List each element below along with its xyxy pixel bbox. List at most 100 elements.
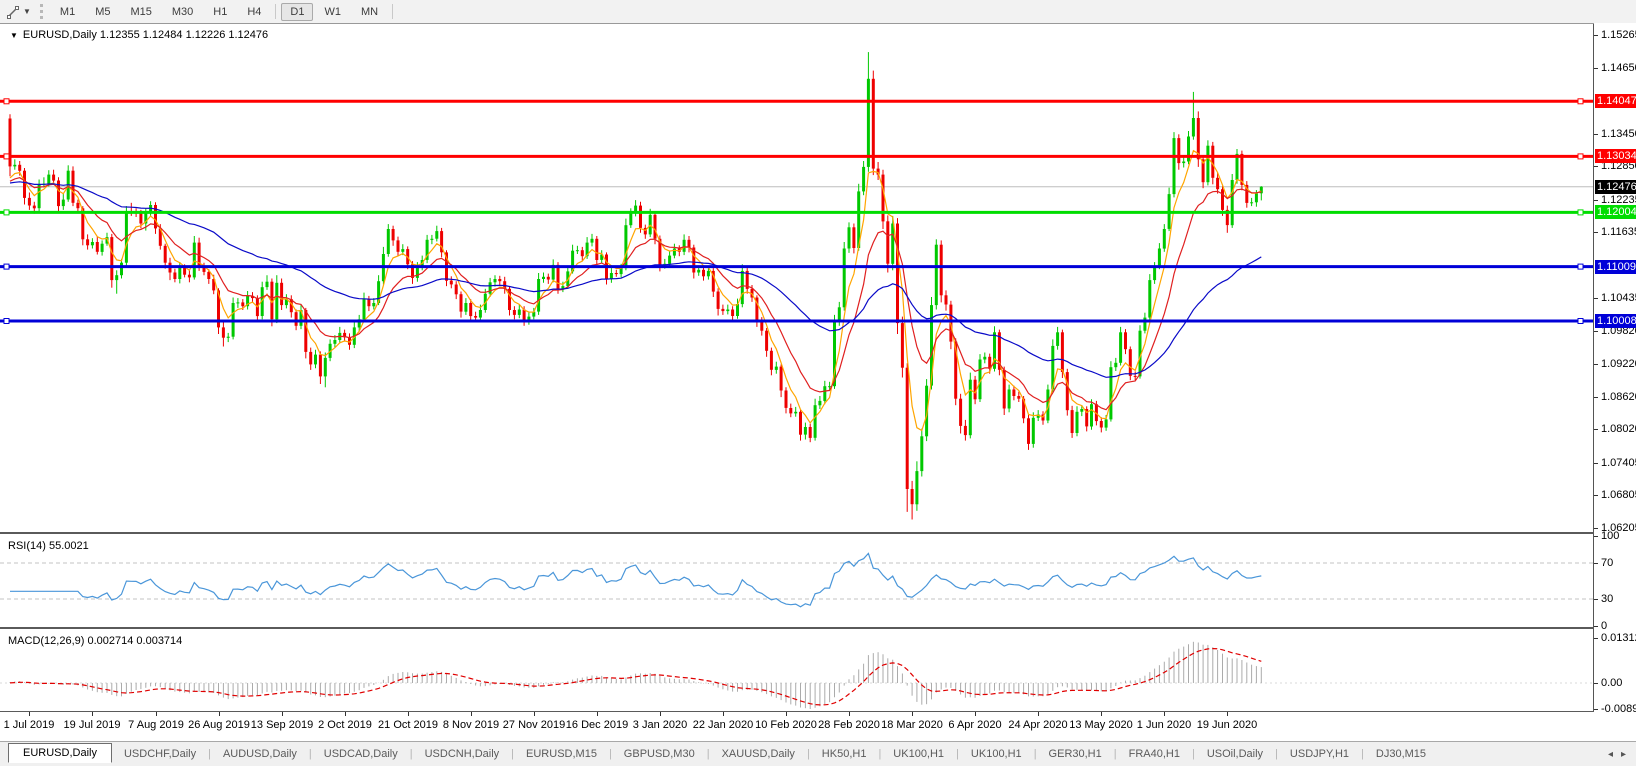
hline-price-badge: 1.12004 <box>1595 205 1636 220</box>
date-label: 3 Jan 2020 <box>632 719 688 731</box>
timeframe-button-m5[interactable]: M5 <box>95 5 111 18</box>
timeframe-button-mn[interactable]: MN <box>360 5 379 18</box>
tab-separator: | <box>878 748 882 760</box>
date-tick <box>471 712 472 716</box>
tab-separator: | <box>806 748 810 760</box>
chart-tab-audusd-daily[interactable]: AUDUSD,Daily <box>222 748 297 760</box>
timeframe-button-m30[interactable]: M30 <box>171 5 194 18</box>
tab-separator: | <box>308 748 312 760</box>
chart-tab-uk100-h1[interactable]: UK100,H1 <box>970 748 1022 760</box>
date-label: 1 Jul 2019 <box>3 719 55 731</box>
chart-tab-usdcad-daily[interactable]: USDCAD,Daily <box>323 748 398 760</box>
axis-tick <box>1594 626 1598 627</box>
tab-separator: | <box>1275 748 1278 760</box>
tab-scroll-left-icon[interactable]: ◂ <box>1607 748 1613 760</box>
pane-separator[interactable] <box>0 627 1594 629</box>
toolbar-grip[interactable] <box>39 4 43 19</box>
timeframe-button-w1[interactable]: W1 <box>324 5 341 18</box>
price-tick-label: 1.08620 <box>1601 390 1636 403</box>
hline-price-badge: 1.13034 <box>1595 149 1636 164</box>
tab-separator: | <box>1113 748 1117 760</box>
rsi-indicator-label: RSI(14) 55.0021 <box>8 540 89 552</box>
date-label: 13 Sep 2019 <box>250 719 314 731</box>
chart-tab-xauusd-daily[interactable]: XAUUSD,Daily <box>721 748 795 760</box>
timeframe-buttons: M1 M5 M15 M30 H1 H4 D1 W1 MN <box>50 2 397 21</box>
price-axis[interactable]: 1.15265 1.14650 1.13450 1.12850 1.12235 1.116… <box>1594 23 1636 715</box>
tab-separator: | <box>1033 748 1037 760</box>
date-tick <box>345 712 346 716</box>
price-tick-label: 1.13450 <box>1601 127 1636 140</box>
tab-separator: | <box>608 748 612 760</box>
axis-tick <box>1594 35 1598 36</box>
price-tick-label: 1.12850 <box>1601 160 1636 173</box>
price-chart[interactable] <box>0 24 1594 532</box>
axis-tick <box>1594 536 1598 537</box>
date-tick <box>534 712 535 716</box>
chart-tab-fra40-h1[interactable]: FRA40,H1 <box>1128 748 1180 760</box>
chart-tab-dj30-m15[interactable]: DJ30,M15 <box>1375 748 1427 760</box>
date-tick <box>219 712 220 716</box>
axis-tick <box>1594 462 1598 464</box>
date-label: 18 Mar 2020 <box>881 719 943 731</box>
chart-tab-ger30-h1[interactable]: GER30,H1 <box>1048 748 1102 760</box>
line-draw-tool-button[interactable]: ▼ <box>5 4 31 20</box>
date-label: 7 Aug 2019 <box>128 719 184 731</box>
chart-tab-usdchf-daily[interactable]: USDCHF,Daily <box>123 748 197 760</box>
axis-tick <box>1594 68 1598 70</box>
pane-separator[interactable] <box>0 532 1594 534</box>
date-label: 21 Oct 2019 <box>378 719 438 731</box>
symbol-ohlc-text: EURUSD,Daily 1.12355 1.12484 1.12226 1.1… <box>22 29 269 41</box>
timeframe-button-h1[interactable]: H1 <box>213 5 228 18</box>
pane-separator <box>0 711 1594 712</box>
hline-price-badge: 1.14047 <box>1595 94 1636 109</box>
date-label: 16 Dec 2019 <box>565 719 629 731</box>
axis-tick <box>1594 563 1598 564</box>
tab-separator: | <box>409 748 413 760</box>
rsi-chart[interactable] <box>0 534 1594 627</box>
date-tick <box>1038 712 1039 716</box>
macd-chart[interactable] <box>0 629 1594 711</box>
price-tick-label: 1.11635 <box>1601 226 1636 239</box>
timeframe-button-m15[interactable]: M15 <box>130 5 152 18</box>
tab-separator: | <box>706 748 710 760</box>
date-tick <box>849 712 850 716</box>
rsi-tick-label: 30 <box>1601 593 1614 605</box>
hline-price-badge: 1.10008 <box>1595 314 1636 329</box>
axis-tick <box>1594 709 1598 710</box>
timeframe-button-h4[interactable]: H4 <box>247 5 262 18</box>
date-label: 26 Aug 2019 <box>188 719 250 731</box>
date-axis[interactable]: 1 Jul 2019 19 Jul 2019 7 Aug 2019 26 Aug 20… <box>0 712 1636 741</box>
timeframe-button-m1[interactable]: M1 <box>59 5 76 18</box>
price-tick-label: 1.06805 <box>1601 489 1636 502</box>
tab-scroll-nav: ◂ ▸ <box>1608 749 1626 760</box>
chart-tab-uk100-h1[interactable]: UK100,H1 <box>893 748 945 760</box>
chart-tab-eurusd-daily[interactable]: EURUSD,Daily <box>8 743 112 763</box>
price-tick-label: 1.07405 <box>1601 456 1636 469</box>
axis-tick <box>1594 166 1598 168</box>
axis-tick <box>1594 297 1598 299</box>
axis-tick <box>1594 133 1598 135</box>
chart-tab-eurusd-m15[interactable]: EURUSD,M15 <box>526 748 597 760</box>
tab-separator: | <box>1361 748 1364 760</box>
price-tick-label: 1.15265 <box>1601 29 1636 41</box>
chart-tab-usdjpy-h1[interactable]: USDJPY,H1 <box>1289 748 1350 760</box>
date-label: 1 Jun 2020 <box>1136 719 1192 731</box>
chart-tab-bar: EURUSD,Daily USDCHF,Daily | AUDUSD,Daily | US… <box>0 741 1636 766</box>
collapse-triangle-icon[interactable]: ▼ <box>10 30 18 40</box>
date-label: 24 Apr 2020 <box>1008 719 1068 731</box>
axis-tick <box>1594 396 1598 398</box>
date-tick <box>156 712 157 716</box>
chart-tab-gbpusd-m30[interactable]: GBPUSD,M30 <box>623 748 695 760</box>
dropdown-arrow-icon[interactable]: ▼ <box>23 7 31 16</box>
tab-separator: | <box>956 748 959 760</box>
tabs-container: EURUSD,Daily USDCHF,Daily | AUDUSD,Daily | US… <box>0 743 1438 764</box>
axis-tick <box>1594 637 1598 639</box>
timeframe-button-d1[interactable]: D1 <box>281 2 314 21</box>
chart-tab-usdcnh-daily[interactable]: USDCNH,Daily <box>424 748 500 760</box>
chart-tab-hk50-h1[interactable]: HK50,H1 <box>821 748 867 760</box>
date-tick <box>723 712 724 716</box>
rsi-tick-label: 100 <box>1601 530 1620 542</box>
axis-tick <box>1594 363 1598 365</box>
chart-tab-usoil-daily[interactable]: USOil,Daily <box>1206 748 1264 760</box>
tab-scroll-right-icon[interactable]: ▸ <box>1620 748 1626 760</box>
